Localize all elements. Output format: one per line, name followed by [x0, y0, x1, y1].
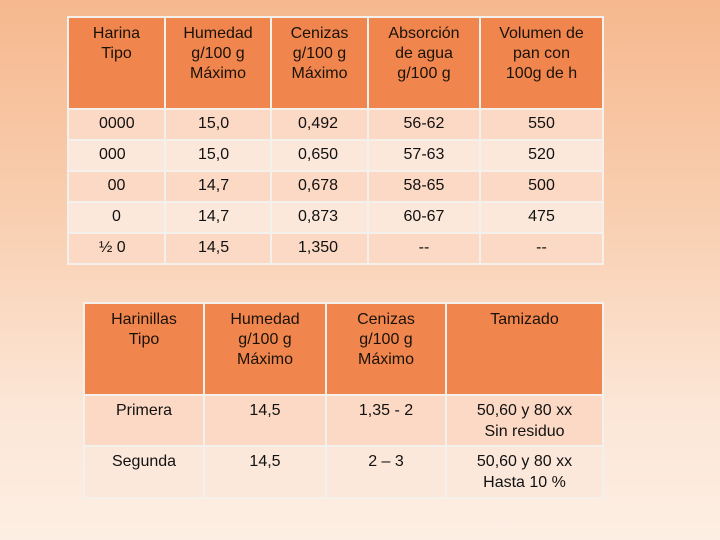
header-harinillas-tipo: Harinillas Tipo — [83, 302, 205, 396]
flour-types-table: Harina Tipo Humedad g/100 g Máximo Cenizas g… — [67, 16, 604, 265]
cell-humedad: 14,7 — [164, 201, 272, 234]
cell-volumen: 475 — [479, 201, 604, 234]
cell-cenizas: 2 – 3 — [325, 445, 447, 499]
header-harina-tipo: Harina Tipo — [67, 16, 166, 110]
cell-cenizas: 0,650 — [270, 139, 369, 172]
cell-tamizado: 50,60 y 80 xx Sin residuo — [445, 394, 604, 447]
cell-cenizas: 0,873 — [270, 201, 369, 234]
cell-humedad: 14,5 — [203, 394, 327, 447]
cell-tipo: 00 — [67, 170, 166, 203]
cell-volumen: 520 — [479, 139, 604, 172]
cell-absorcion: -- — [367, 232, 481, 265]
table-row: 0 14,7 0,873 60-67 475 — [67, 201, 604, 234]
header-cenizas: Cenizas g/100 g Máximo — [325, 302, 447, 396]
cell-humedad: 14,7 — [164, 170, 272, 203]
cell-humedad: 14,5 — [203, 445, 327, 499]
cell-cenizas: 1,35 - 2 — [325, 394, 447, 447]
cell-tipo: 0000 — [67, 108, 166, 141]
header-tamizado: Tamizado — [445, 302, 604, 396]
cell-humedad: 15,0 — [164, 108, 272, 141]
cell-volumen: 550 — [479, 108, 604, 141]
header-row: Harinillas Tipo Humedad g/100 g Máximo Ceni… — [83, 302, 604, 396]
cell-volumen: 500 — [479, 170, 604, 203]
cell-tipo: ½ 0 — [67, 232, 166, 265]
table-row: Primera 14,5 1,35 - 2 50,60 y 80 xx Sin r… — [83, 394, 604, 447]
cell-tamizado: 50,60 y 80 xx Hasta 10 % — [445, 445, 604, 499]
cell-tipo: 0 — [67, 201, 166, 234]
header-row: Harina Tipo Humedad g/100 g Máximo Cenizas g… — [67, 16, 604, 110]
cell-humedad: 14,5 — [164, 232, 272, 265]
table-row: ½ 0 14,5 1,350 -- -- — [67, 232, 604, 265]
header-volumen: Volumen de pan con 100g de h — [479, 16, 604, 110]
cell-humedad: 15,0 — [164, 139, 272, 172]
cell-cenizas: 0,492 — [270, 108, 369, 141]
cell-absorcion: 56-62 — [367, 108, 481, 141]
cell-absorcion: 57-63 — [367, 139, 481, 172]
cell-tipo: Primera — [83, 394, 205, 447]
cell-tipo: 000 — [67, 139, 166, 172]
table-row: 00 14,7 0,678 58-65 500 — [67, 170, 604, 203]
cell-cenizas: 0,678 — [270, 170, 369, 203]
table-row: Segunda 14,5 2 – 3 50,60 y 80 xx Hasta 10… — [83, 445, 604, 499]
table-row: 0000 15,0 0,492 56-62 550 — [67, 108, 604, 141]
header-cenizas: Cenizas g/100 g Máximo — [270, 16, 369, 110]
cell-absorcion: 58-65 — [367, 170, 481, 203]
cell-absorcion: 60-67 — [367, 201, 481, 234]
header-absorcion: Absorción de agua g/100 g — [367, 16, 481, 110]
table-row: 000 15,0 0,650 57-63 520 — [67, 139, 604, 172]
harinillas-table: Harinillas Tipo Humedad g/100 g Máximo Ceni… — [83, 302, 604, 499]
cell-cenizas: 1,350 — [270, 232, 369, 265]
header-humedad: Humedad g/100 g Máximo — [164, 16, 272, 110]
cell-tipo: Segunda — [83, 445, 205, 499]
cell-volumen: -- — [479, 232, 604, 265]
header-humedad: Humedad g/100 g Máximo — [203, 302, 327, 396]
